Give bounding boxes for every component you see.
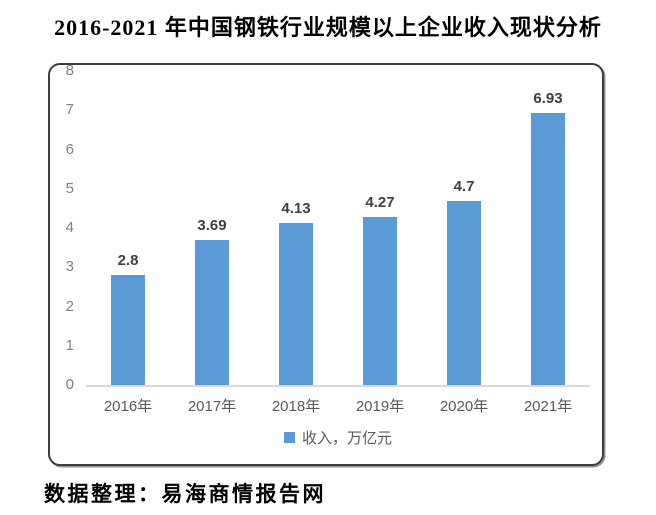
x-axis-label: 2017年 <box>187 398 237 415</box>
bar-column: 4.7 <box>422 71 506 385</box>
bar <box>363 217 397 385</box>
y-tick-label: 6 <box>65 140 74 158</box>
y-tick-label: 7 <box>65 101 74 119</box>
x-axis-label: 2016年 <box>103 398 153 415</box>
y-tick-label: 2 <box>65 297 74 315</box>
y-tick-label: 3 <box>65 258 74 276</box>
bar-value-label: 3.69 <box>197 217 227 235</box>
y-tick-label: 5 <box>65 179 74 197</box>
bar-column: 6.93 <box>506 71 590 385</box>
bar <box>447 200 481 385</box>
y-axis: 0 1 2 3 4 5 6 7 8 <box>50 62 78 464</box>
x-axis-label: 2019年 <box>355 398 405 415</box>
legend-marker-icon <box>283 432 295 443</box>
y-tick-label: 1 <box>65 336 74 354</box>
x-axis: 2016年 2017年 2018年 2019年 2020年 2021年 <box>86 395 590 416</box>
x-axis-label: 2020年 <box>439 398 489 415</box>
bar-value-label: 2.8 <box>117 252 139 270</box>
bars-row: 2.8 3.69 4.13 4.27 4.7 6.93 <box>86 71 590 385</box>
bar-column: 2.8 <box>86 71 170 385</box>
bar-value-label: 4.7 <box>453 177 475 195</box>
y-tick-label: 4 <box>65 219 74 236</box>
source-note: 数据整理：易海商情报告网 <box>44 482 326 506</box>
y-tick-label: 0 <box>65 376 74 393</box>
bar-column: 3.69 <box>170 71 254 385</box>
bar-column: 4.13 <box>254 71 338 385</box>
bar <box>111 275 145 385</box>
plot-area: 2.8 3.69 4.13 4.27 4.7 6.93 <box>86 71 590 387</box>
bar-value-label: 4.13 <box>281 199 311 217</box>
x-axis-label: 2021年 <box>523 398 573 415</box>
legend: 收入，万亿元 <box>86 427 590 448</box>
page-title: 2016-2021 年中国钢铁行业规模以上企业收入现状分析 <box>54 15 602 40</box>
bar-value-label: 4.27 <box>365 194 395 212</box>
bar-value-label: 6.93 <box>533 90 563 107</box>
y-tick-label: 8 <box>65 62 74 79</box>
x-axis-label: 2018年 <box>271 398 321 415</box>
bar <box>195 240 229 385</box>
legend-label: 收入，万亿元 <box>301 430 392 447</box>
bar <box>279 222 313 385</box>
bar-column: 4.27 <box>338 71 422 385</box>
bar <box>531 113 565 385</box>
